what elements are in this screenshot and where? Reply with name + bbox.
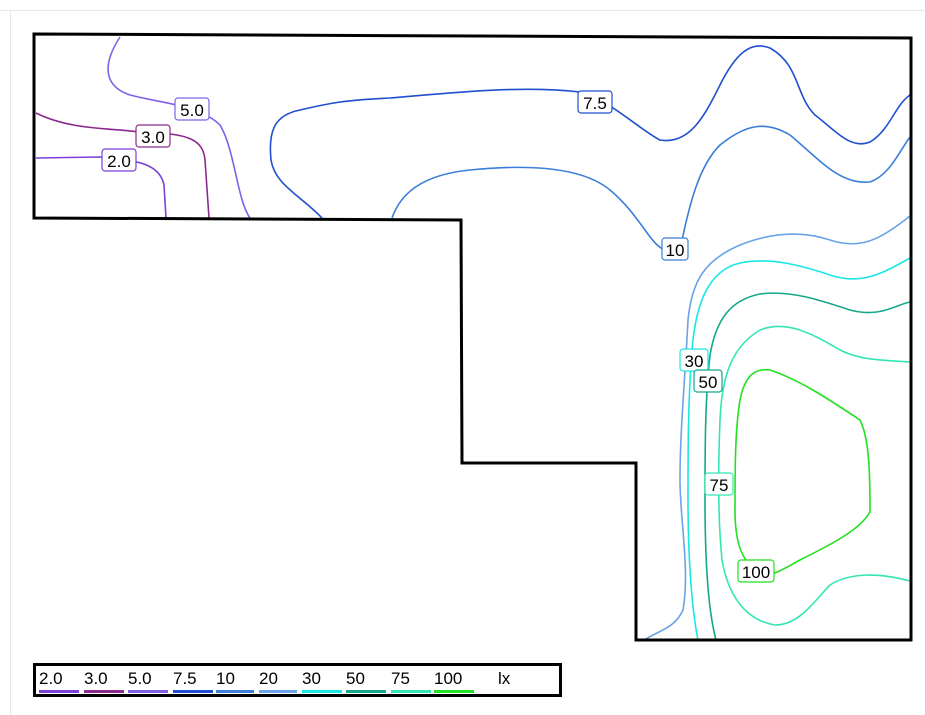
legend-swatch	[302, 690, 342, 693]
label-2-0-text: 2.0	[107, 152, 131, 171]
legend-unit: lx	[498, 669, 511, 688]
contour-10	[391, 125, 911, 251]
label-30: 30	[679, 348, 709, 372]
legend-swatch	[216, 690, 254, 693]
contour-50	[704, 292, 911, 641]
label-3-0-text: 3.0	[141, 128, 165, 147]
frame-top-line	[0, 10, 925, 11]
legend-label: 20	[259, 669, 278, 688]
legend-swatch	[346, 690, 386, 693]
legend-swatch	[84, 690, 124, 693]
label-10-text: 10	[666, 241, 685, 260]
legend-label: 100	[434, 669, 463, 688]
label-30-text: 30	[685, 352, 704, 371]
legend-swatch	[434, 690, 474, 693]
legend-label: 2.0	[39, 669, 63, 688]
label-100-text: 100	[742, 563, 770, 582]
legend-swatch	[128, 690, 168, 693]
legend-label: 3.0	[84, 669, 108, 688]
legend-label: 75	[391, 669, 410, 688]
label-100: 100	[737, 559, 775, 583]
label-50: 50	[693, 369, 723, 393]
frame-left-line	[10, 10, 11, 715]
label-7-5-text: 7.5	[583, 94, 607, 113]
contour-7-5	[269, 45, 911, 219]
legend-label: 7.5	[173, 669, 197, 688]
contour-30	[687, 257, 911, 641]
contour-100	[734, 368, 871, 577]
legend-swatch	[391, 690, 431, 693]
legend-label: 50	[346, 669, 365, 688]
legend-label: 30	[302, 669, 321, 688]
legend-swatch	[259, 690, 297, 693]
contour-20	[643, 215, 911, 641]
label-10: 10	[661, 237, 689, 261]
label-5-0-text: 5.0	[180, 101, 204, 120]
room-outline	[32, 32, 913, 642]
legend-swatch	[173, 690, 213, 693]
legend-label: 10	[216, 669, 235, 688]
label-3-0: 3.0	[135, 124, 171, 148]
label-5-0: 5.0	[174, 97, 210, 121]
label-75: 75	[704, 472, 734, 496]
legend-swatch	[39, 690, 79, 693]
label-7-5: 7.5	[577, 90, 613, 114]
contour-5-0	[107, 36, 251, 219]
label-50-text: 50	[699, 373, 718, 392]
contour-2-0	[35, 156, 167, 219]
label-2-0: 2.0	[101, 148, 137, 172]
label-75-text: 75	[710, 476, 729, 495]
legend-label: 5.0	[128, 669, 152, 688]
legend: 2.0 3.0 5.0 7.5 10 20 30 50 75 100 lx	[33, 663, 562, 697]
